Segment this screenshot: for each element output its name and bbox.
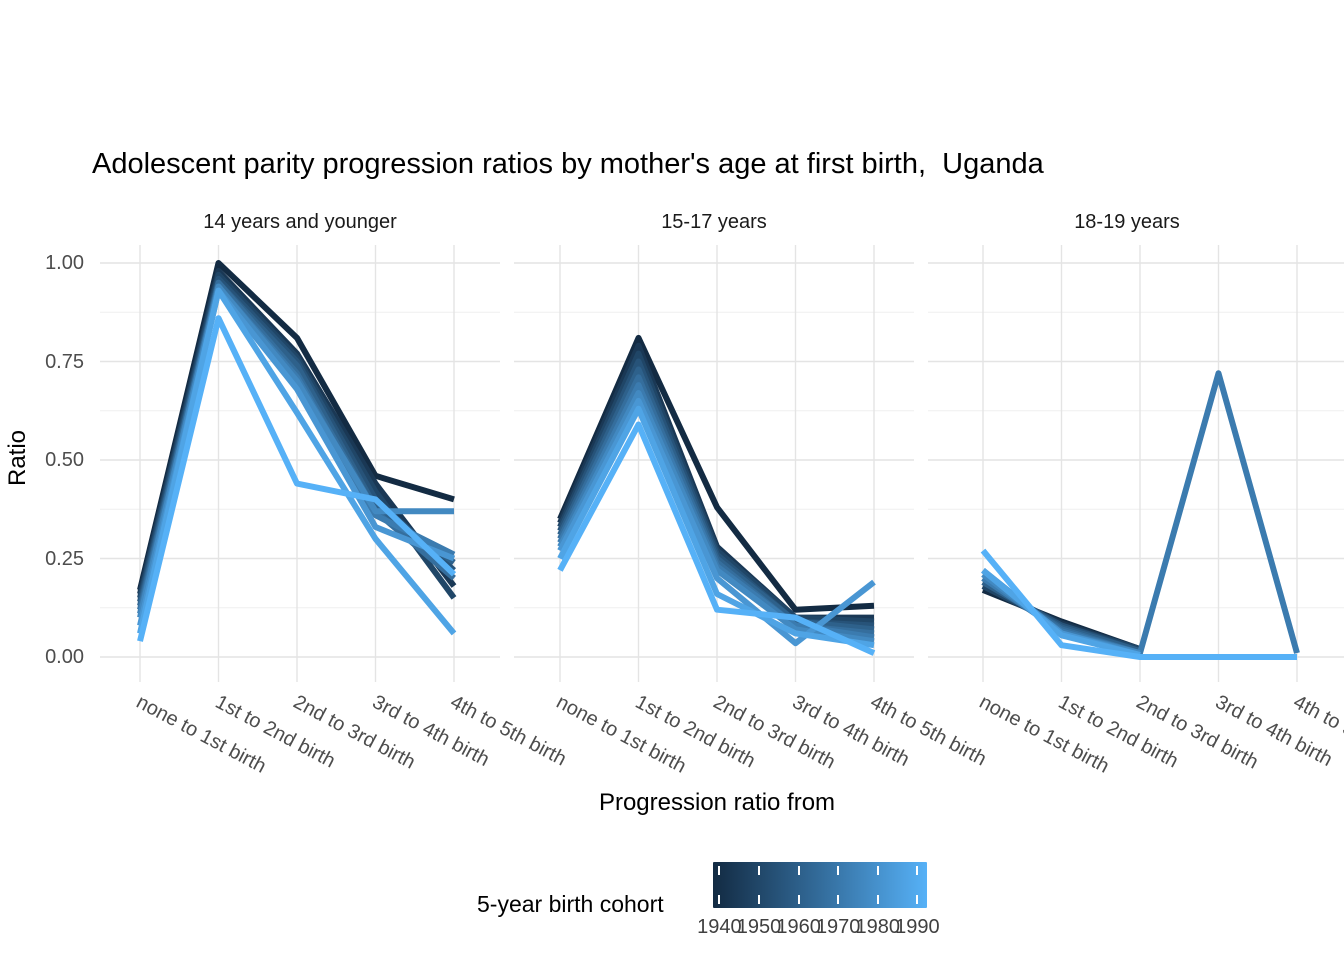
facet-strip-label: 18-19 years (1074, 211, 1180, 233)
legend-tick (758, 895, 760, 904)
facet-strip-label: 15-17 years (661, 211, 767, 233)
legend-tick (916, 895, 919, 904)
legend-tick (718, 895, 721, 904)
cohort-line-1975 (557, 390, 875, 645)
legend-tick (797, 895, 800, 904)
legend-tick (876, 866, 879, 875)
x-axis-title: Progression ratio from (598, 789, 836, 816)
y-axis-title: Ratio (4, 429, 31, 487)
y-tick-label: 0.50 (45, 449, 84, 471)
cohort-line-1990 (137, 315, 457, 642)
legend-tick (837, 866, 840, 875)
cohort-line-1990 (557, 421, 876, 656)
y-tick-label: 0.75 (45, 350, 84, 373)
legend-title: 5-year birth cohort (477, 891, 664, 917)
legend-tick (876, 895, 879, 904)
cohort-line-1980 (557, 397, 876, 647)
legend-tick (797, 866, 800, 875)
y-tick-label: 0.00 (45, 646, 84, 668)
legend-tick-label: 1940 (697, 916, 742, 938)
chart-title: Adolescent parity progression ratios by … (92, 148, 1044, 180)
legend-tick-label: 1950 (736, 916, 782, 938)
facet-strip-label: 14 years and younger (203, 211, 397, 233)
legend-tick-label: 1990 (895, 916, 940, 938)
legend-tick-label: 1980 (855, 916, 901, 938)
y-tick-label: 0.25 (45, 547, 84, 570)
legend-tick (837, 895, 840, 904)
cohort-line-1985 (981, 567, 1141, 658)
legend-gradient-bar (713, 862, 927, 908)
cohort-line-1990 (980, 548, 1297, 660)
legend-tick-label: 1960 (776, 916, 821, 938)
y-tick-label: 1.00 (45, 252, 84, 274)
legend-tick-label: 1970 (815, 916, 861, 938)
legend-tick (758, 866, 760, 875)
legend-tick (916, 866, 919, 875)
cohort-line-1985 (557, 405, 875, 649)
cohort-line-1985 (137, 287, 457, 636)
legend-tick (718, 866, 721, 875)
